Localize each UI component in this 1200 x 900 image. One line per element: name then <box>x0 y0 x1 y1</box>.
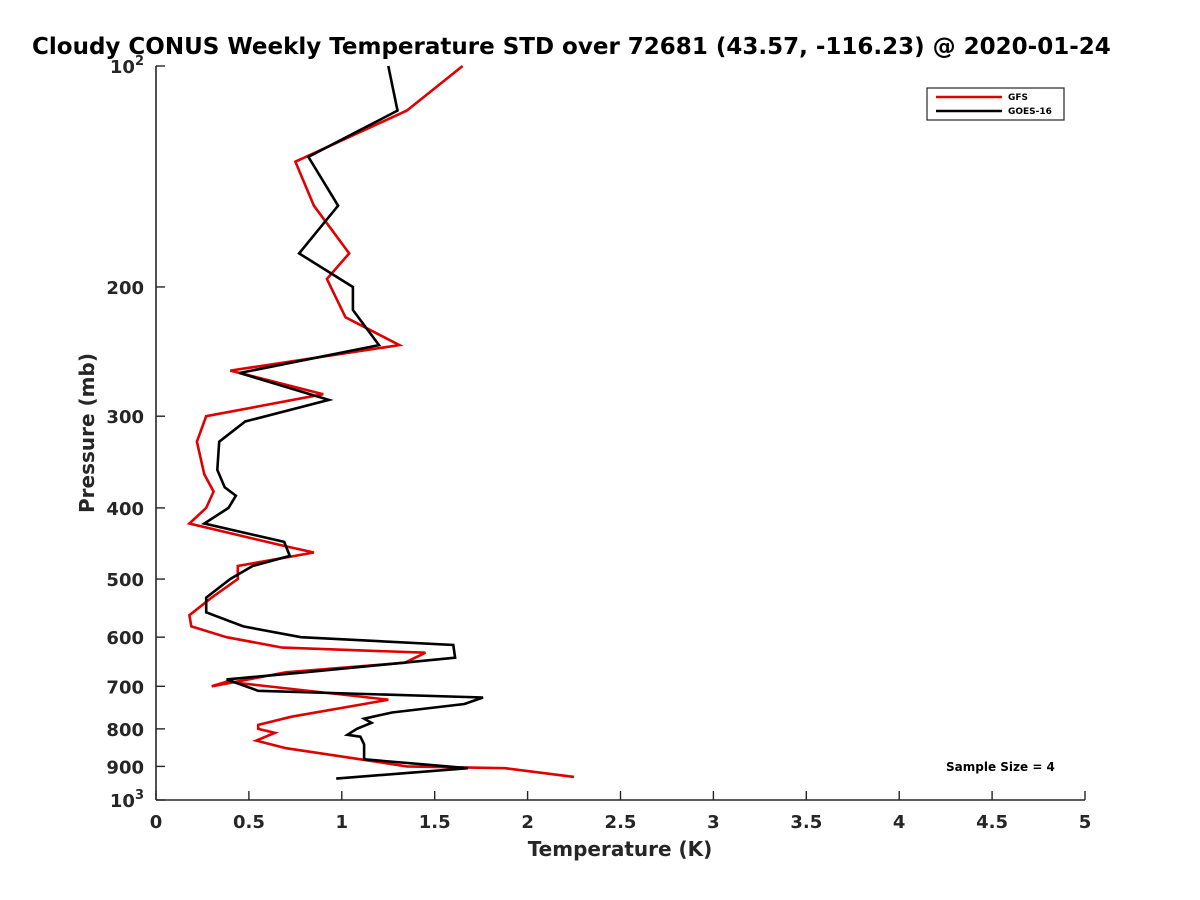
y-tick-label: 700 <box>106 677 144 698</box>
x-tick-label: 3.5 <box>790 812 822 833</box>
x-ticks: 0 0.5 1 1.5 2 2.5 3 3.5 4 4.5 5 <box>150 791 1092 833</box>
legend-box <box>926 87 1065 121</box>
series-line-gfs <box>186 64 575 779</box>
y-tick-label: 900 <box>106 757 144 778</box>
x-tick-label: 2 <box>521 812 534 833</box>
series-line-goes16 <box>201 65 484 780</box>
y-tick-label: 600 <box>106 628 144 649</box>
y-axis-label: Pressure (mb) <box>75 353 99 513</box>
x-tick-label: 5 <box>1079 812 1092 833</box>
y-tick-label: 500 <box>106 570 144 591</box>
y-ticks: 102 200 300 400 500 600 700 800 900 103 <box>106 54 165 812</box>
y-tick-label: 103 <box>110 788 144 812</box>
x-tick-label: 1 <box>336 812 349 833</box>
y-tick-label: 800 <box>106 720 144 741</box>
y-tick-label: 400 <box>106 499 144 520</box>
sample-size-annotation: Sample Size = 4 <box>946 760 1055 774</box>
x-tick-label: 3 <box>707 812 720 833</box>
x-tick-label: 4.5 <box>976 812 1008 833</box>
x-tick-label: 0 <box>150 812 163 833</box>
chart-title: Cloudy CONUS Weekly Temperature STD over… <box>32 34 1111 60</box>
legend-label-goes16: GOES-16 <box>1008 107 1052 117</box>
legend-label-gfs: GFS <box>1008 93 1028 103</box>
x-tick-label: 0.5 <box>233 812 265 833</box>
y-tick-label: 102 <box>110 54 144 78</box>
x-tick-label: 2.5 <box>605 812 637 833</box>
y-tick-label: 300 <box>106 407 144 428</box>
legend: GFS GOES-16 <box>926 87 1065 121</box>
x-tick-label: 4 <box>893 812 906 833</box>
x-tick-label: 1.5 <box>419 812 451 833</box>
series-layer <box>186 64 575 780</box>
y-tick-label: 200 <box>106 278 144 299</box>
x-axis-label: Temperature (K) <box>528 837 713 861</box>
